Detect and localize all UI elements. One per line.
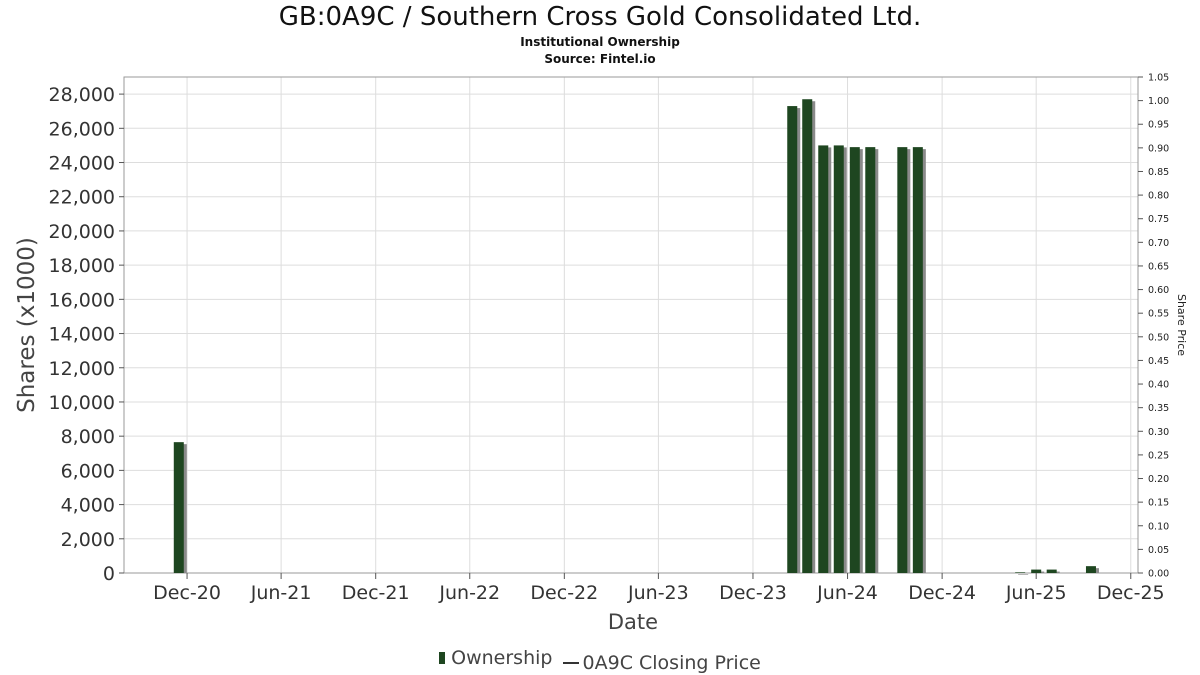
ownership-bar <box>818 145 829 573</box>
y2-tick-label: 0.05 <box>1148 545 1169 556</box>
left-axis-ticks: 0 2,000 4,000 6,000 8,000 10,000 12,000 14,000 1… <box>49 84 124 585</box>
price-line-swatch-icon <box>562 662 579 664</box>
x-tick-label: Jun-22 <box>438 582 500 604</box>
y-axis-label: Shares (x1000) <box>14 237 40 413</box>
y2-tick-label: 0.15 <box>1148 498 1169 509</box>
y2-tick-label: 0.35 <box>1148 403 1169 414</box>
ownership-bar-shadow <box>1018 574 1029 575</box>
y-tick-label: 20,000 <box>49 221 115 243</box>
y-tick-label: 28,000 <box>49 84 115 106</box>
y-tick-label: 12,000 <box>49 358 115 380</box>
y2-tick-label: 0.10 <box>1148 521 1169 532</box>
ownership-chart: 0 2,000 4,000 6,000 8,000 10,000 12,000 14,000 1… <box>14 73 1188 635</box>
y2-tick-label: 0.45 <box>1148 356 1169 367</box>
ownership-bar <box>912 147 923 573</box>
ownership-bar <box>1046 569 1057 573</box>
y2-tick-label: 0.55 <box>1148 309 1169 320</box>
y2-tick-label: 0.30 <box>1148 427 1169 438</box>
y-tick-label: 18,000 <box>49 255 115 277</box>
ownership-bar <box>833 145 844 573</box>
y2-tick-label: 1.00 <box>1148 96 1169 107</box>
y-tick-label: 16,000 <box>49 289 115 311</box>
ownership-bars <box>173 99 1099 575</box>
x-tick-label: Dec-21 <box>342 582 410 604</box>
y2-axis-label: Share Price <box>1175 294 1188 356</box>
chart-title: GB:0A9C / Southern Cross Gold Consolidat… <box>278 2 922 32</box>
y2-tick-label: 0.90 <box>1148 143 1169 154</box>
x-tick-label: Dec-24 <box>908 582 976 604</box>
y-tick-label: 0 <box>103 563 115 585</box>
x-tick-label: Jun-25 <box>1005 582 1067 604</box>
y-tick-label: 24,000 <box>49 153 115 175</box>
x-axis-ticks: Dec-20 Jun-21 Dec-21 Jun-22 Dec-22 Jun-23 Dec-… <box>153 573 1165 604</box>
x-tick-label: Jun-24 <box>816 582 878 604</box>
ownership-bar <box>173 442 184 573</box>
y2-tick-label: 0.70 <box>1148 238 1169 249</box>
plot-frame <box>123 76 1139 574</box>
y2-tick-label: 0.60 <box>1148 285 1169 296</box>
ownership-bar <box>787 106 798 573</box>
y-tick-label: 10,000 <box>49 392 115 414</box>
chart-legend: Ownership 0A9C Closing Price <box>0 647 1200 674</box>
ownership-bar <box>849 147 860 573</box>
x-tick-label: Dec-25 <box>1097 582 1165 604</box>
y2-tick-label: 0.50 <box>1148 332 1169 343</box>
ownership-bar <box>865 147 876 573</box>
x-tick-label: Jun-23 <box>627 582 689 604</box>
x-tick-label: Dec-22 <box>530 582 598 604</box>
ownership-bar <box>802 99 813 573</box>
ownership-bar <box>897 147 908 573</box>
right-axis-ticks: 0.00 0.05 0.10 0.15 0.20 0.25 0.30 0.35 0.40 0.45… <box>1138 73 1169 580</box>
y-tick-label: 8,000 <box>61 426 115 448</box>
y-tick-label: 4,000 <box>61 495 115 517</box>
legend-price[interactable]: 0A9C Closing Price <box>562 652 761 674</box>
y-tick-label: 26,000 <box>49 118 115 140</box>
x-axis-label: Date <box>608 610 658 634</box>
y-tick-label: 14,000 <box>49 324 115 346</box>
y2-tick-label: 0.20 <box>1148 474 1169 485</box>
y2-tick-label: 0.85 <box>1148 167 1169 178</box>
y2-tick-label: 0.80 <box>1148 191 1169 202</box>
y2-tick-label: 0.00 <box>1148 569 1169 580</box>
legend-price-label: 0A9C Closing Price <box>582 652 761 674</box>
chart-source: Source: Fintel.io <box>544 52 656 66</box>
chart-subtitle: Institutional Ownership <box>520 35 680 49</box>
legend-ownership[interactable]: Ownership <box>439 647 552 669</box>
x-tick-label: Dec-23 <box>719 582 787 604</box>
y2-tick-label: 0.65 <box>1148 261 1169 272</box>
y-tick-label: 22,000 <box>49 187 115 209</box>
x-tick-label: Jun-21 <box>250 582 312 604</box>
y2-tick-label: 0.95 <box>1148 120 1169 131</box>
ownership-bar <box>1085 566 1096 573</box>
ownership-bar <box>1015 572 1026 573</box>
y2-tick-label: 0.75 <box>1148 214 1169 225</box>
ownership-bar <box>1031 569 1042 573</box>
y-tick-label: 2,000 <box>61 529 115 551</box>
y-tick-label: 6,000 <box>61 460 115 482</box>
legend-ownership-label: Ownership <box>451 647 553 669</box>
x-tick-label: Dec-20 <box>153 582 221 604</box>
y2-tick-label: 1.05 <box>1148 73 1169 84</box>
grid-lines <box>124 77 1138 574</box>
y2-tick-label: 0.40 <box>1148 380 1169 391</box>
ownership-swatch-icon <box>439 652 446 664</box>
y2-tick-label: 0.25 <box>1148 450 1169 461</box>
